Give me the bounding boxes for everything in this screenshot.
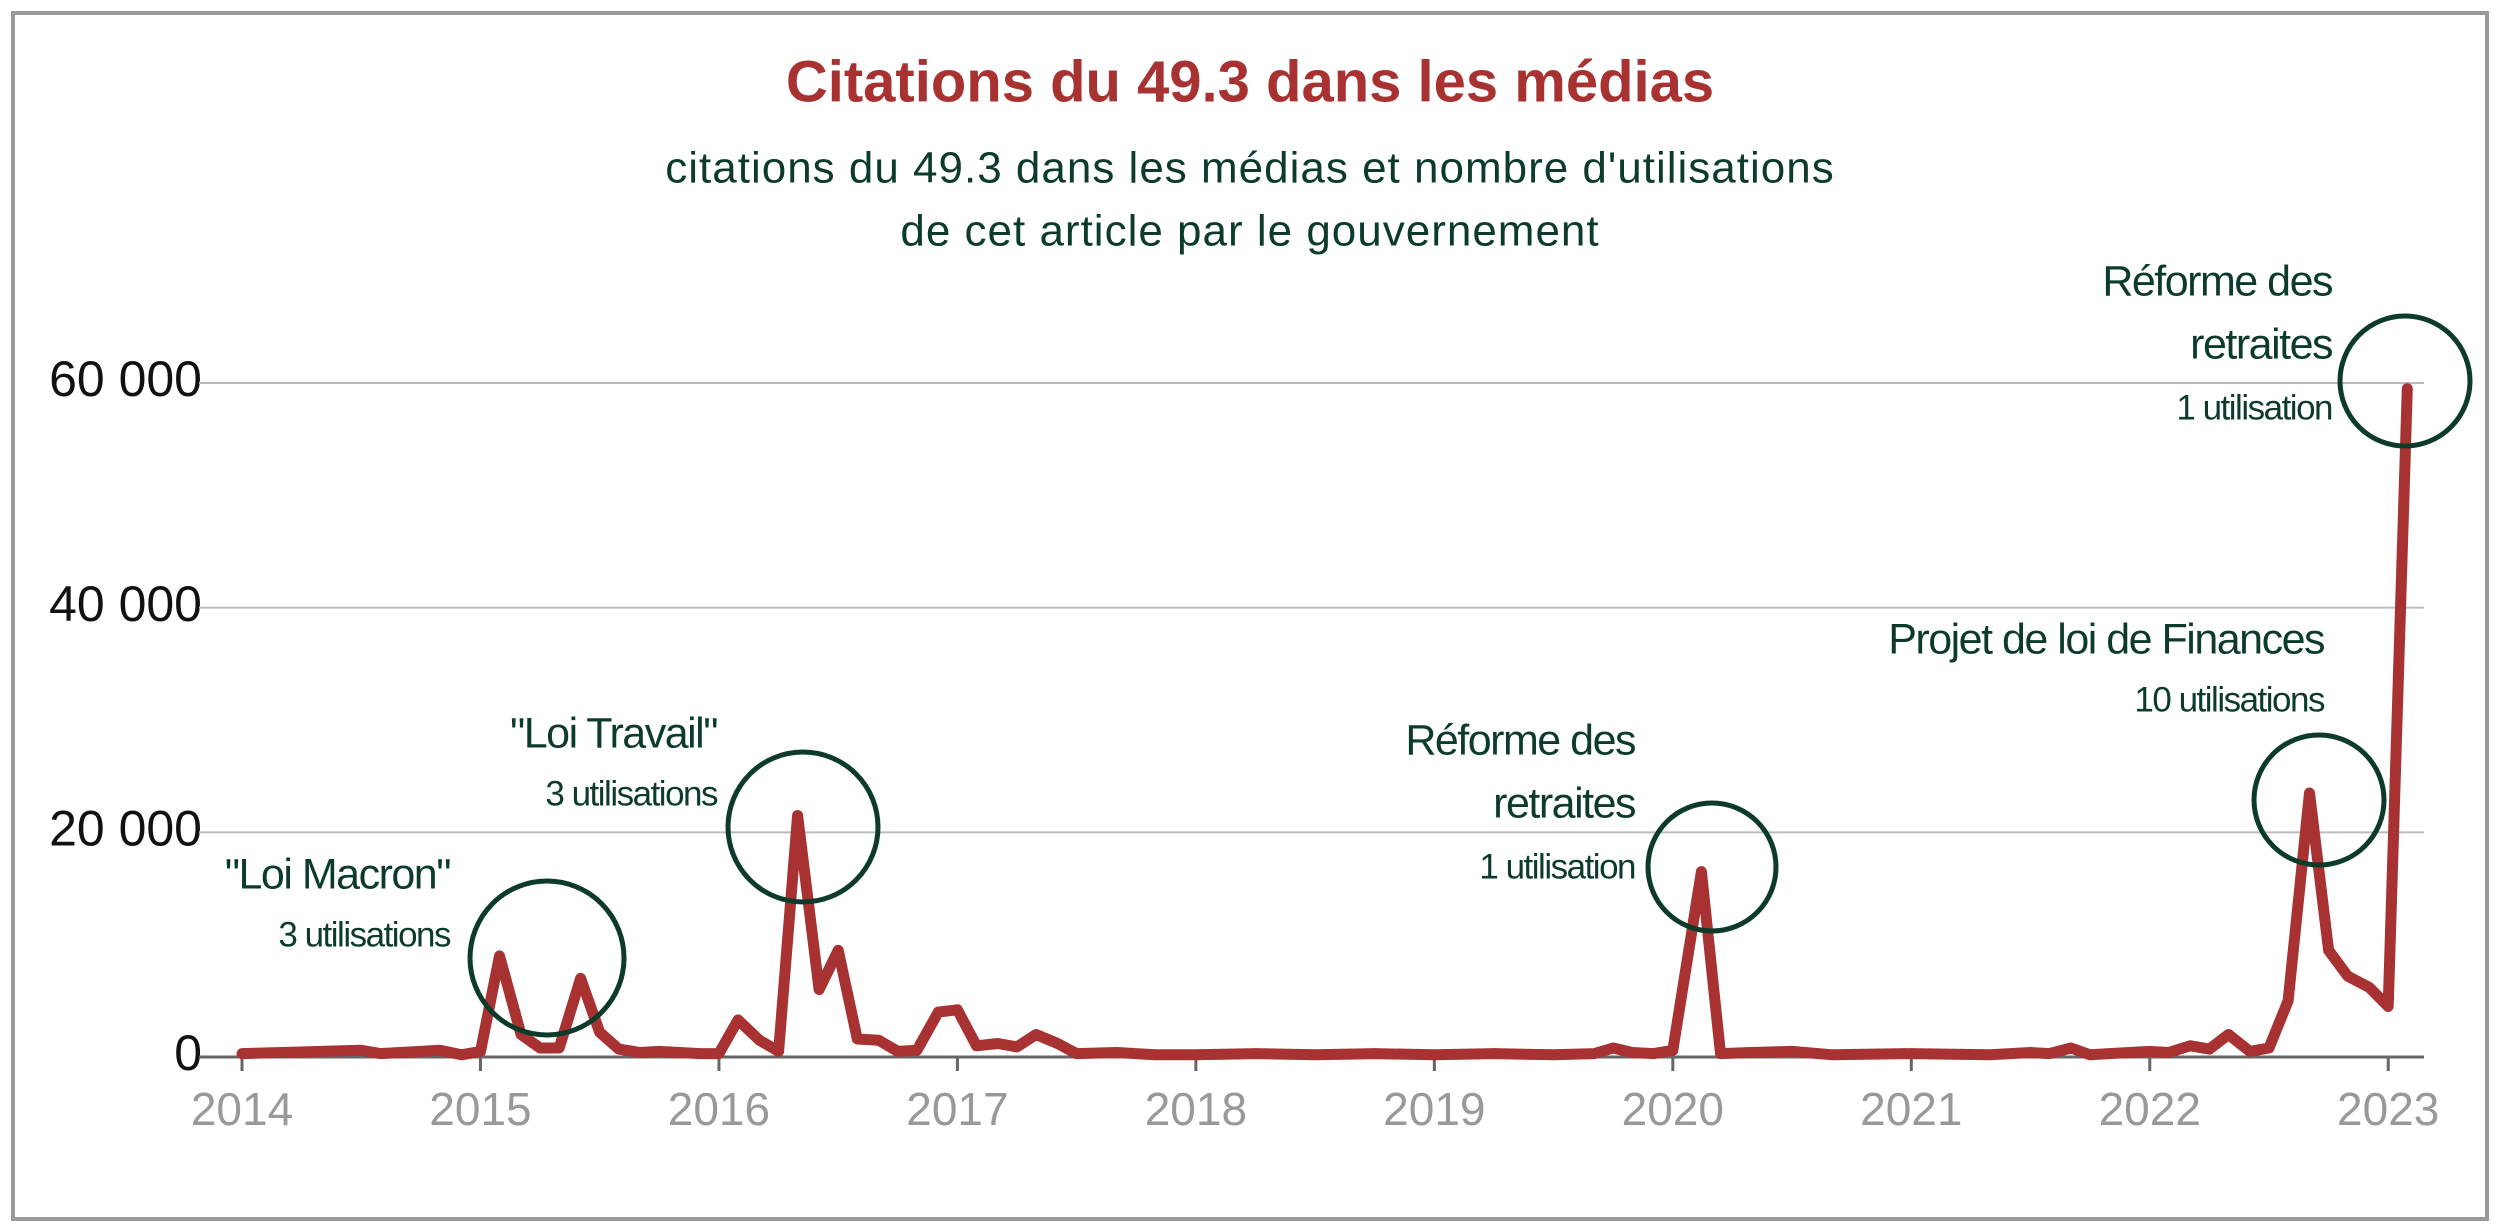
- annotation: 3 utilisations: [545, 774, 718, 813]
- x-tick-label: 2020: [1622, 1083, 1724, 1135]
- x-tick-label: 2018: [1145, 1083, 1247, 1135]
- chart-subtitle: citations du 49.3 dans les médias et nom…: [665, 144, 1834, 193]
- annotation: 3 utilisations: [278, 915, 451, 954]
- x-tick-label: 2016: [668, 1083, 770, 1135]
- annotation: "Loi Travail": [510, 709, 717, 757]
- annotation: Réforme des: [2102, 257, 2332, 305]
- data-line: [236, 383, 2413, 1061]
- y-tick-label: 0: [174, 1025, 202, 1081]
- x-tick-label: 2019: [1383, 1083, 1485, 1135]
- x-tick-label: 2015: [429, 1083, 531, 1135]
- y-tick-label: 40 000: [49, 576, 202, 632]
- x-tick-label: 2022: [2099, 1083, 2201, 1135]
- chart-title: Citations du 49.3 dans les médias: [786, 49, 1714, 114]
- y-tick-label: 20 000: [49, 801, 202, 857]
- annotation-circle: [467, 878, 627, 1038]
- x-tick-label: 2023: [2337, 1083, 2439, 1135]
- annotation: retraites: [1493, 779, 1635, 827]
- annotation: 1 utilisation: [1479, 847, 1635, 886]
- annotation: "Loi Macron": [225, 850, 450, 898]
- annotation-circle: [1645, 800, 1779, 934]
- x-tick-label: 2014: [191, 1083, 293, 1135]
- annotation: 1 utilisation: [2176, 388, 2332, 427]
- chart-subtitle: de cet article par le gouvernement: [900, 207, 1599, 256]
- annotation-circle: [2251, 732, 2387, 868]
- annotation-circle: [725, 749, 881, 905]
- x-tick-label: 2017: [906, 1083, 1008, 1135]
- y-tick-label: 60 000: [49, 351, 202, 407]
- annotation: retraites: [2190, 320, 2332, 368]
- annotation: 10 utilisations: [2134, 680, 2325, 719]
- annotation: Réforme des: [1405, 716, 1635, 764]
- frame: [11, 11, 2489, 1221]
- annotation-circle: [2337, 313, 2473, 449]
- annotation: Projet de loi de Finances: [1888, 615, 2324, 663]
- x-tick-label: 2021: [1860, 1083, 1962, 1135]
